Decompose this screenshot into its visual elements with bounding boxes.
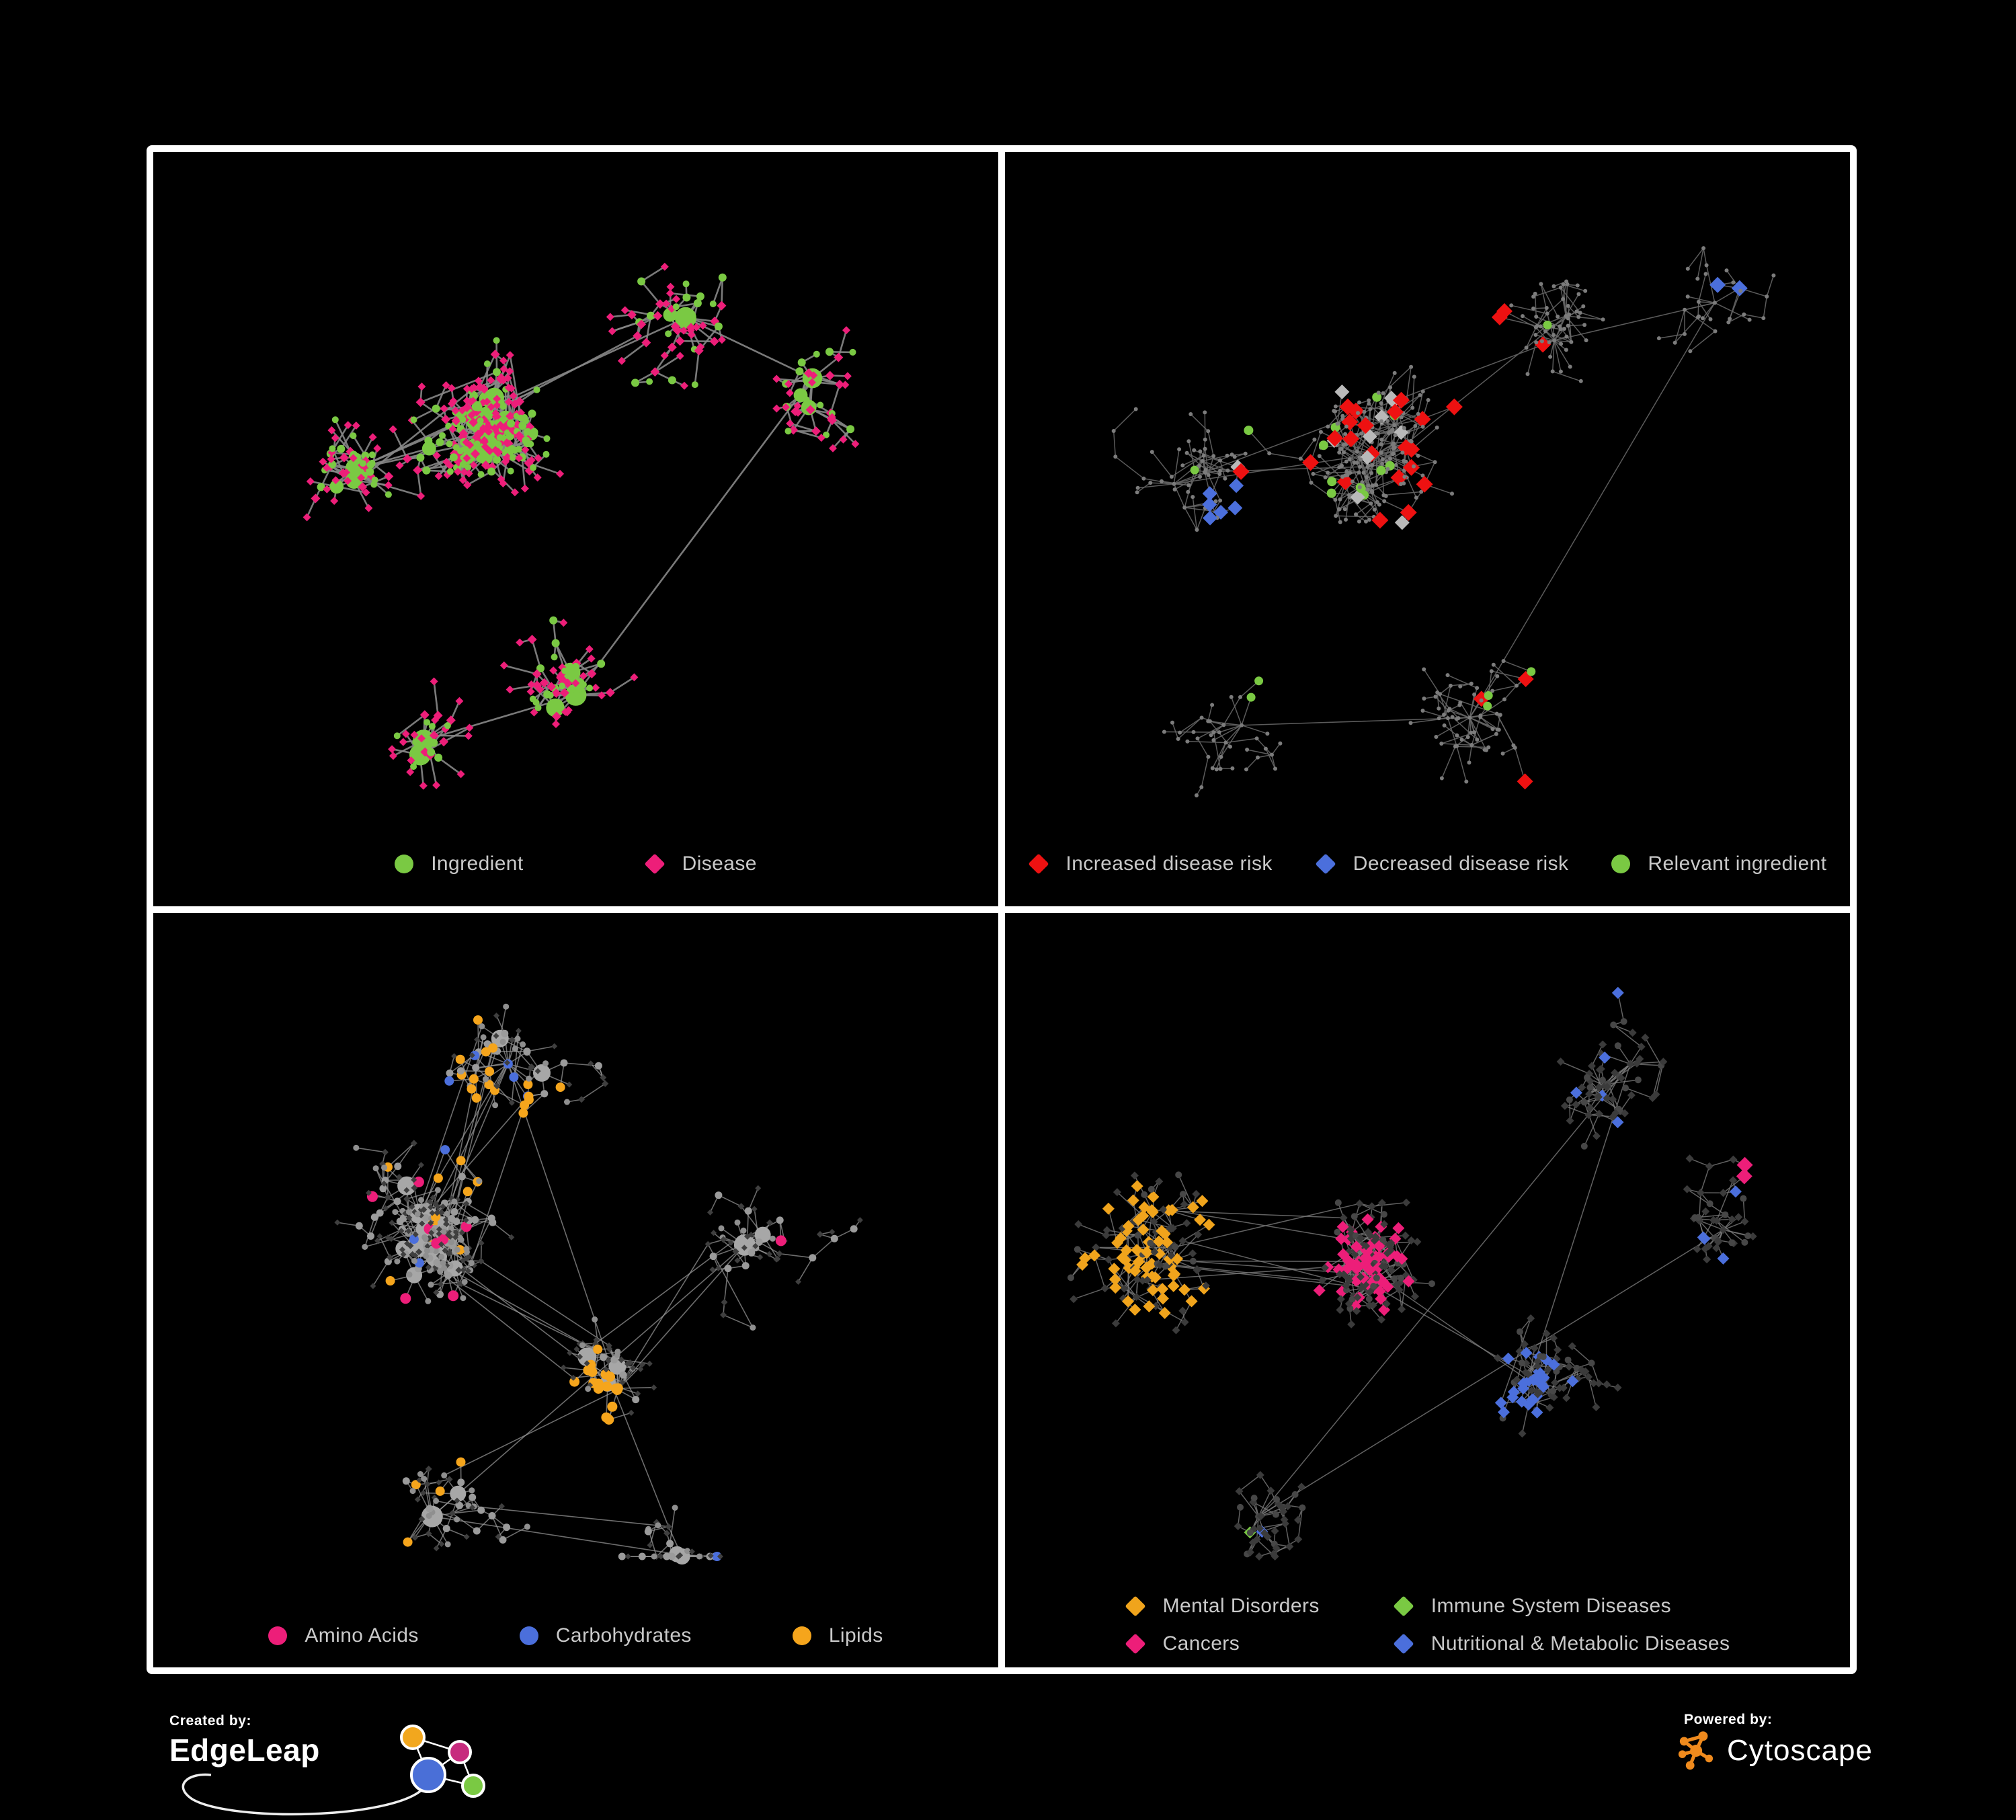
legend-item-decreased-disease-risk: Decreased disease risk bbox=[1315, 853, 1569, 875]
edgeleap-logo-icon bbox=[182, 1725, 485, 1816]
legend-label: Carbohydrates bbox=[555, 1624, 692, 1647]
circle-marker bbox=[792, 1626, 811, 1645]
ingredient-disease-network-graph bbox=[303, 262, 860, 790]
legend-label: Relevant ingredient bbox=[1648, 853, 1827, 875]
edgeleap-swoosh-curve bbox=[182, 1773, 425, 1816]
legend-label: Disease bbox=[682, 853, 757, 875]
powered-by-credit: Powered by: bbox=[1678, 1712, 1873, 1772]
legend-item-immune-system-diseases: Immune System Diseases bbox=[1393, 1595, 1730, 1618]
diamond-marker bbox=[1027, 853, 1049, 875]
legend-label: Increased disease risk bbox=[1065, 853, 1273, 875]
diamond-marker bbox=[1315, 853, 1336, 875]
legend-item-increased-disease-risk: Increased disease risk bbox=[1027, 853, 1273, 875]
panel-ingredient-disease: Ingredient Disease bbox=[153, 152, 998, 906]
panel-grid: Ingredient Disease Increased disease risk… bbox=[147, 145, 1857, 1674]
disease-risk-network-graph bbox=[1111, 246, 1776, 797]
circle-marker bbox=[1611, 855, 1631, 873]
compound-classes-network-graph bbox=[334, 1003, 863, 1565]
edgeleap-brand: EdgeLeap bbox=[169, 1733, 320, 1768]
legend-item-cancers: Cancers bbox=[1125, 1632, 1320, 1655]
legend-label: Ingredient bbox=[431, 853, 524, 875]
legend-label: Cancers bbox=[1162, 1632, 1240, 1655]
ingredient-disease-legend: Ingredient Disease bbox=[153, 853, 998, 875]
disease-categories-legend: Mental Disorders Immune System Diseases Ca… bbox=[1005, 1595, 1850, 1655]
diamond-marker bbox=[644, 853, 666, 875]
circle-marker bbox=[519, 1626, 538, 1645]
circle-marker bbox=[395, 855, 414, 873]
disease-risk-legend: Increased disease risk Decreased disease … bbox=[1005, 853, 1850, 875]
cytoscape-brand-row: Cytoscape bbox=[1677, 1729, 1873, 1772]
legend-label: Nutritional & Metabolic Diseases bbox=[1430, 1632, 1730, 1655]
created-by-credit: Created by: EdgeLeap bbox=[169, 1713, 492, 1818]
legend-label: Amino Acids bbox=[305, 1624, 419, 1647]
legend-label: Immune System Diseases bbox=[1430, 1595, 1671, 1617]
legend-item-carbohydrates: Carbohydrates bbox=[519, 1624, 692, 1647]
created-by-label: Created by: bbox=[169, 1713, 252, 1729]
diamond-marker bbox=[1125, 1595, 1146, 1617]
panel-disease-categories: Mental Disorders Immune System Diseases Ca… bbox=[1005, 913, 1850, 1667]
legend-item-mental-disorders: Mental Disorders bbox=[1125, 1595, 1320, 1618]
diamond-marker bbox=[1125, 1633, 1146, 1655]
diamond-marker bbox=[1393, 1633, 1414, 1655]
legend-item-disease: Disease bbox=[644, 853, 757, 875]
legend-item-lipids: Lipids bbox=[792, 1624, 883, 1647]
circle-marker bbox=[268, 1626, 288, 1645]
panel-compound-classes: Amino Acids Carbohydrates Lipids bbox=[153, 913, 998, 1667]
edgeleap-logo-nodes bbox=[400, 1725, 485, 1798]
compound-classes-legend: Amino Acids Carbohydrates Lipids bbox=[153, 1624, 998, 1647]
legend-item-nutritional-metabolic-diseases: Nutritional & Metabolic Diseases bbox=[1393, 1632, 1730, 1655]
powered-by-label: Powered by: bbox=[1684, 1712, 1773, 1727]
legend-item-ingredient: Ingredient bbox=[395, 853, 523, 875]
legend-label: Decreased disease risk bbox=[1353, 853, 1569, 875]
disease-categories-network-graph bbox=[1067, 986, 1757, 1560]
legend-item-relevant-ingredient: Relevant ingredient bbox=[1611, 853, 1826, 875]
diamond-marker bbox=[1393, 1595, 1414, 1617]
cytoscape-brand: Cytoscape bbox=[1727, 1734, 1873, 1767]
legend-label: Lipids bbox=[828, 1624, 883, 1647]
legend-item-amino-acids: Amino Acids bbox=[268, 1624, 418, 1647]
panel-disease-risk: Increased disease risk Decreased disease … bbox=[1005, 152, 1850, 906]
legend-label: Mental Disorders bbox=[1162, 1595, 1320, 1617]
cytoscape-logo-icon bbox=[1678, 1731, 1713, 1770]
